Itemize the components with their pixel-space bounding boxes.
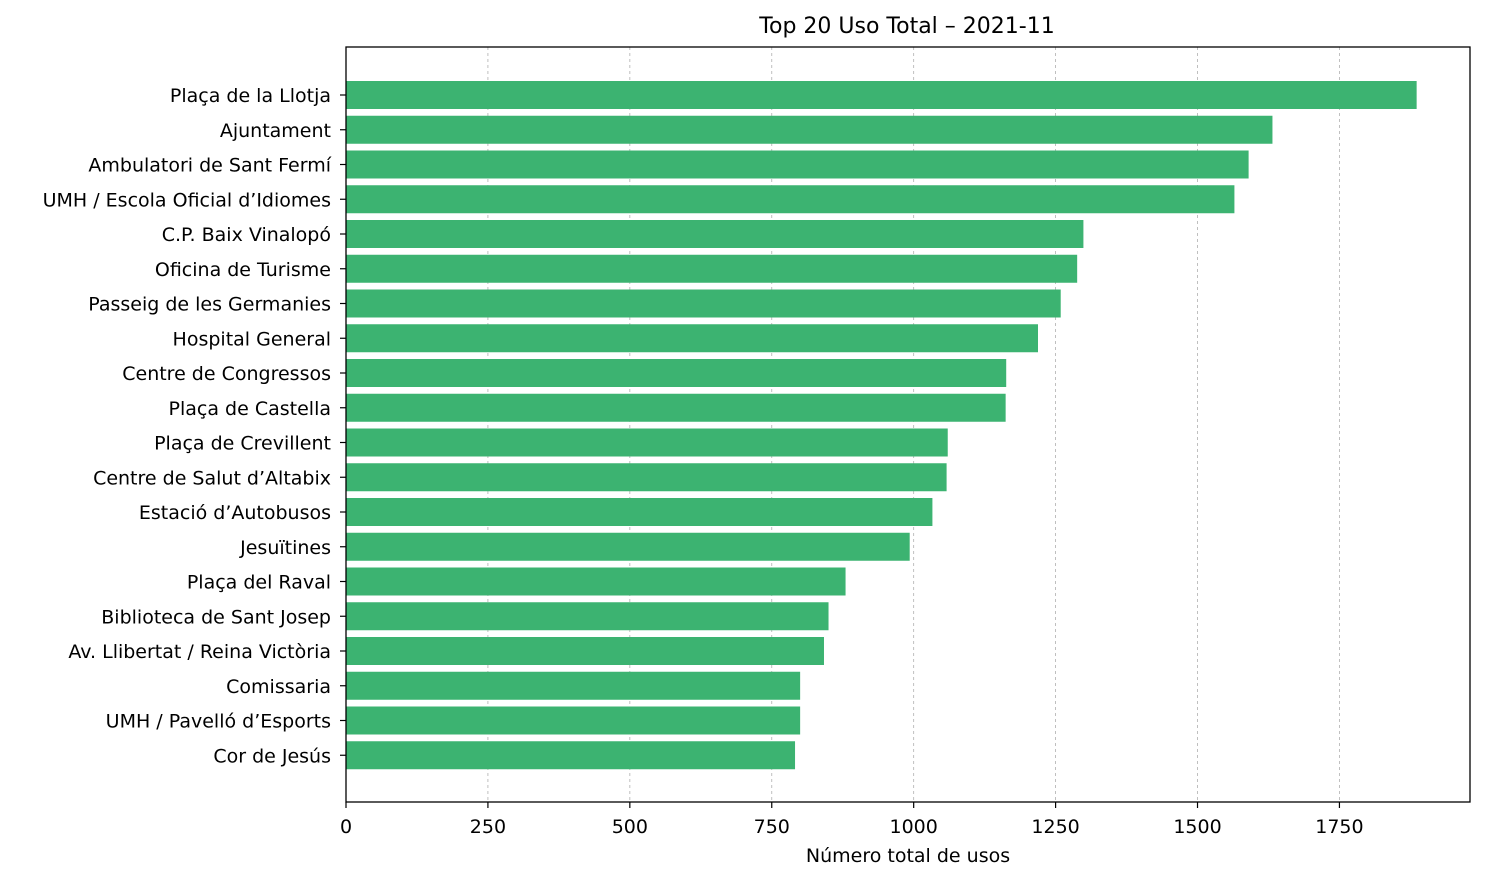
- y-tick-label: Plaça de Crevillent: [154, 433, 331, 455]
- bar: [346, 359, 1007, 387]
- bar: [346, 324, 1038, 353]
- bar: [346, 81, 1417, 109]
- bar: [346, 254, 1078, 283]
- bar: [346, 463, 947, 492]
- bar: [346, 706, 801, 735]
- bar: [346, 741, 796, 770]
- bar: [346, 498, 933, 526]
- bar: [346, 289, 1061, 318]
- y-tick-label: UMH / Pavelló d’Esports: [106, 711, 331, 733]
- bar: [346, 532, 910, 561]
- y-axis-ticks: Plaça de la Llotja Ajuntament Ambulatori d…: [43, 85, 346, 767]
- bar: [346, 671, 801, 700]
- y-tick-label: UMH / Escola Oficial d’Idiomes: [43, 189, 331, 211]
- chart-title: Top 20 Uso Total – 2021-11: [758, 14, 1054, 39]
- bar: [346, 150, 1249, 179]
- bar: [346, 428, 948, 457]
- y-tick-label: Plaça del Raval: [187, 572, 331, 594]
- y-tick-label: Estació d’Autobusos: [139, 502, 331, 524]
- bar: [346, 115, 1273, 144]
- x-tick-label: 1750: [1315, 816, 1363, 838]
- x-tick-label: 1500: [1173, 816, 1221, 838]
- y-tick-label: Ajuntament: [220, 120, 331, 142]
- y-tick-label: Centre de Salut d’Altabix: [93, 467, 331, 489]
- y-tick-label: Plaça de la Llotja: [170, 85, 331, 107]
- y-tick-label: Jesuïtines: [239, 537, 331, 559]
- y-tick-label: Passeig de les Germanies: [88, 294, 331, 316]
- x-axis-label: Número total de usos: [806, 845, 1010, 867]
- x-tick-label: 500: [612, 816, 648, 838]
- bar: [346, 567, 846, 596]
- y-tick-label: Ambulatori de Sant Fermí: [88, 155, 331, 177]
- bars: [346, 81, 1417, 770]
- x-tick-label: 1000: [889, 816, 937, 838]
- bar: [346, 602, 829, 631]
- x-tick-label: 1250: [1031, 816, 1079, 838]
- x-axis-ticks: 0 250 500 750 1000 1250 1500 1750: [340, 802, 1364, 838]
- y-tick-label: C.P. Baix Vinalopó: [162, 224, 331, 246]
- y-tick-label: Biblioteca de Sant Josep: [101, 606, 331, 628]
- y-tick-label: Cor de Jesús: [213, 745, 331, 767]
- x-tick-label: 750: [754, 816, 790, 838]
- bar: [346, 185, 1235, 214]
- bar: [346, 637, 824, 665]
- y-tick-label: Av. Llibertat / Reina Victòria: [68, 641, 331, 663]
- y-tick-label: Oficina de Turisme: [155, 259, 331, 281]
- bar: [346, 393, 1006, 422]
- y-tick-label: Hospital General: [173, 328, 331, 350]
- x-tick-label: 0: [340, 816, 352, 838]
- plot-frame: [345, 46, 1471, 803]
- x-tick-label: 250: [470, 816, 506, 838]
- y-tick-label: Comissaria: [226, 676, 331, 698]
- y-tick-label: Plaça de Castella: [169, 398, 331, 420]
- y-tick-label: Centre de Congressos: [122, 363, 331, 385]
- bar: [346, 220, 1084, 248]
